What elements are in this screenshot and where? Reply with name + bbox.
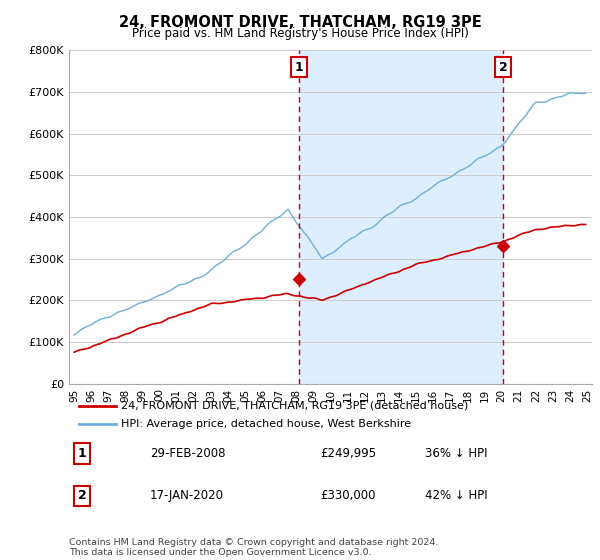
Text: 24, FROMONT DRIVE, THATCHAM, RG19 3PE: 24, FROMONT DRIVE, THATCHAM, RG19 3PE bbox=[119, 15, 481, 30]
Text: Price paid vs. HM Land Registry's House Price Index (HPI): Price paid vs. HM Land Registry's House … bbox=[131, 27, 469, 40]
Text: £330,000: £330,000 bbox=[320, 489, 376, 502]
Text: 24, FROMONT DRIVE, THATCHAM, RG19 3PE (detached house): 24, FROMONT DRIVE, THATCHAM, RG19 3PE (d… bbox=[121, 401, 469, 411]
Text: Contains HM Land Registry data © Crown copyright and database right 2024.
This d: Contains HM Land Registry data © Crown c… bbox=[69, 538, 439, 557]
Text: 1: 1 bbox=[295, 60, 304, 73]
Text: 1: 1 bbox=[78, 447, 86, 460]
Bar bbox=[299, 50, 503, 384]
Text: 29-FEB-2008: 29-FEB-2008 bbox=[150, 447, 226, 460]
Text: 17-JAN-2020: 17-JAN-2020 bbox=[150, 489, 224, 502]
Text: HPI: Average price, detached house, West Berkshire: HPI: Average price, detached house, West… bbox=[121, 419, 412, 429]
Text: 2: 2 bbox=[78, 489, 86, 502]
Text: 2: 2 bbox=[499, 60, 508, 73]
Text: £249,995: £249,995 bbox=[320, 447, 376, 460]
Text: 36% ↓ HPI: 36% ↓ HPI bbox=[425, 447, 487, 460]
Text: 42% ↓ HPI: 42% ↓ HPI bbox=[425, 489, 487, 502]
